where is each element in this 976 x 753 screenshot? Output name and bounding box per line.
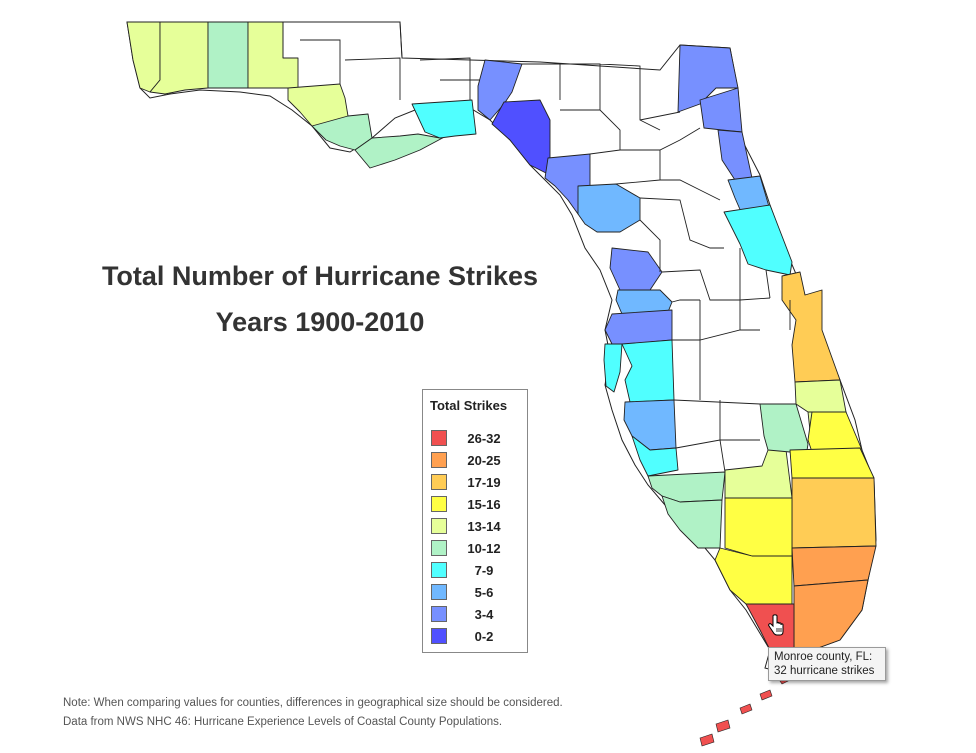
county-wakulla[interactable] bbox=[411, 99, 477, 139]
legend-label: 17-19 bbox=[467, 475, 501, 490]
legend-label: 3-4 bbox=[474, 607, 494, 622]
legend-swatch bbox=[431, 474, 447, 490]
legend-swatch bbox=[431, 584, 447, 600]
county-palm-beach[interactable] bbox=[791, 477, 877, 549]
legend-label: 7-9 bbox=[474, 563, 494, 578]
county-jefferson[interactable] bbox=[477, 59, 523, 121]
legend-item: 5-6 bbox=[431, 584, 525, 602]
legend-item: 20-25 bbox=[431, 452, 525, 470]
county-collier[interactable] bbox=[714, 547, 793, 605]
legend-swatch bbox=[431, 518, 447, 534]
legend-label: 5-6 bbox=[474, 585, 494, 600]
legend-label: 0-2 bbox=[474, 629, 494, 644]
legend-item: 7-9 bbox=[431, 562, 525, 580]
legend-label: 20-25 bbox=[467, 453, 501, 468]
legend: Total Strikes 26-32 20-25 17-19 15-16 13… bbox=[422, 389, 528, 653]
county-martin[interactable] bbox=[789, 447, 875, 479]
county-volusia[interactable] bbox=[723, 204, 793, 276]
legend-item: 15-16 bbox=[431, 496, 525, 514]
county-escambia[interactable] bbox=[126, 21, 161, 93]
legend-swatch bbox=[431, 628, 447, 644]
map-title-line-2: Years 1900-2010 bbox=[215, 307, 425, 337]
legend-swatch bbox=[431, 540, 447, 556]
county-pasco[interactable] bbox=[604, 309, 673, 345]
legend-swatch bbox=[431, 452, 447, 468]
legend-item: 26-32 bbox=[431, 430, 525, 448]
legend-item: 3-4 bbox=[431, 606, 525, 624]
county-miami-dade[interactable] bbox=[793, 579, 869, 651]
legend-item: 17-19 bbox=[431, 474, 525, 492]
county-hendry[interactable] bbox=[724, 497, 793, 557]
legend-label: 26-32 bbox=[467, 431, 501, 446]
legend-item: 10-12 bbox=[431, 540, 525, 558]
map-title-line-1: Total Number of Hurricane Strikes bbox=[101, 261, 539, 291]
footnote-data-source: Data from NWS NHC 46: Hurricane Experien… bbox=[63, 716, 503, 728]
legend-item: 0-2 bbox=[431, 628, 525, 646]
legend-label: 15-16 bbox=[467, 497, 501, 512]
legend-swatch bbox=[431, 606, 447, 622]
county-lee[interactable] bbox=[661, 495, 723, 549]
county-indian-river[interactable] bbox=[794, 379, 847, 413]
county-tooltip: Monroe county, FL: 32 hurricane strikes bbox=[768, 647, 886, 681]
legend-swatch bbox=[431, 430, 447, 446]
legend-swatch bbox=[431, 496, 447, 512]
county-sarasota[interactable] bbox=[631, 435, 679, 477]
legend-item: 13-14 bbox=[431, 518, 525, 536]
legend-swatch bbox=[431, 562, 447, 578]
county-hillsborough[interactable] bbox=[621, 339, 675, 403]
legend-label: 10-12 bbox=[467, 541, 501, 556]
interior-county-lines bbox=[282, 21, 791, 473]
county-taylor[interactable] bbox=[491, 99, 551, 176]
legend-title: Total Strikes bbox=[430, 398, 508, 413]
legend-label: 13-14 bbox=[467, 519, 501, 534]
hand-pointer-icon bbox=[768, 614, 784, 636]
footnote-size-caveat: Note: When comparing values for counties… bbox=[63, 697, 563, 709]
county-levy[interactable] bbox=[577, 183, 641, 233]
county-okaloosa[interactable] bbox=[207, 21, 249, 89]
tooltip-county-name: Monroe county, FL: bbox=[774, 651, 873, 663]
tooltip-strike-count: 32 hurricane strikes bbox=[774, 665, 875, 677]
